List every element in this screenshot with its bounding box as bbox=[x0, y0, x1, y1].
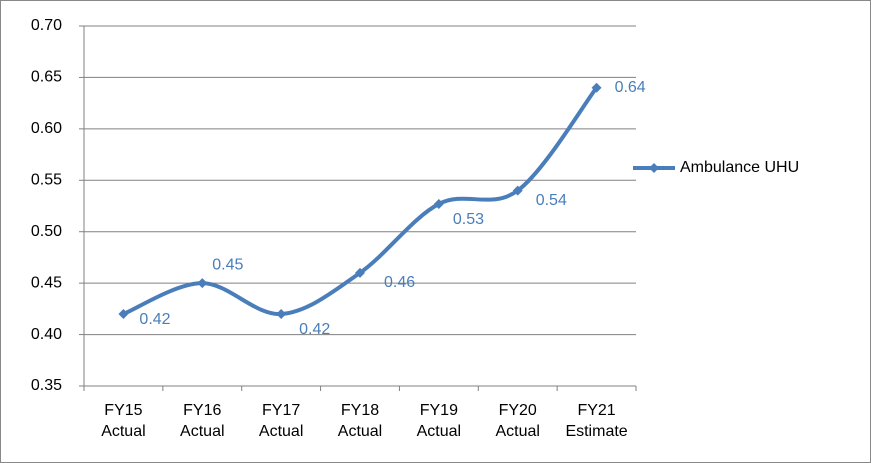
x-tick-label: FY19 Actual bbox=[416, 402, 462, 440]
y-tick-label: 0.70 bbox=[31, 17, 62, 34]
data-label: 0.53 bbox=[453, 211, 484, 228]
y-tick-label: 0.35 bbox=[31, 377, 62, 394]
marker bbox=[355, 267, 365, 278]
y-tick-label: 0.60 bbox=[31, 120, 62, 137]
y-tick-label: 0.55 bbox=[31, 172, 62, 189]
marker bbox=[512, 185, 523, 196]
marker bbox=[118, 309, 129, 319]
y-tick-label: 0.45 bbox=[31, 274, 62, 291]
marker bbox=[276, 309, 287, 319]
x-tick-label: FY15 Actual bbox=[101, 402, 146, 440]
marker bbox=[591, 82, 602, 93]
legend-marker bbox=[649, 163, 659, 173]
data-label: 0.54 bbox=[536, 192, 567, 209]
x-tick-label: FY21 Estimate bbox=[565, 402, 628, 440]
data-label: 0.64 bbox=[615, 79, 646, 96]
data-label: 0.46 bbox=[384, 274, 415, 291]
series-line bbox=[122, 86, 599, 317]
data-label: 0.42 bbox=[139, 311, 170, 328]
y-tick-label: 0.50 bbox=[31, 223, 62, 240]
x-tick-label: FY20 Actual bbox=[495, 402, 540, 440]
marker bbox=[433, 198, 444, 209]
legend-label: Ambulance UHU bbox=[680, 159, 799, 176]
marker bbox=[197, 278, 208, 289]
y-tick-label: 0.65 bbox=[31, 69, 62, 86]
x-tick-label: FY18 Actual bbox=[337, 402, 383, 440]
y-tick-label: 0.40 bbox=[31, 326, 62, 343]
x-tick-label: FY17 Actual bbox=[258, 402, 304, 440]
data-label: 0.45 bbox=[212, 256, 243, 273]
x-tick-label: FY16 Actual bbox=[180, 402, 225, 440]
data-label: 0.42 bbox=[299, 321, 330, 338]
